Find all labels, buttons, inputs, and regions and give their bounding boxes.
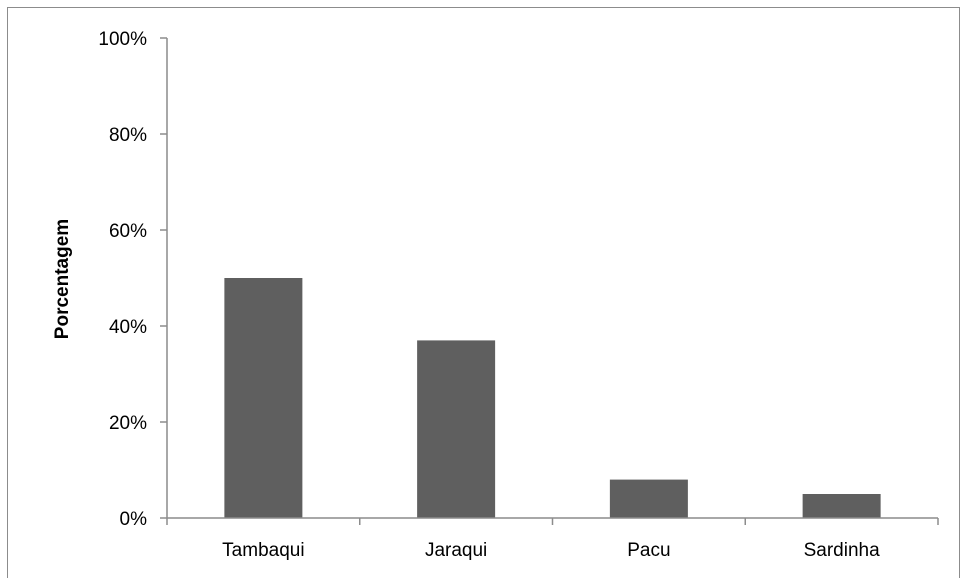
x-category-label: Sardinha	[804, 540, 880, 561]
bar-sardinha	[802, 494, 881, 518]
x-category-label: Pacu	[627, 540, 670, 561]
y-tick-label: 20%	[109, 413, 147, 434]
y-tick-label: 60%	[109, 221, 147, 242]
y-tick-label: 40%	[109, 317, 147, 338]
bar-pacu	[609, 479, 688, 518]
y-ticks-layer: 0% 20% 40% 60% 80% 100%	[98, 29, 167, 530]
y-tick-label: 100%	[98, 29, 147, 50]
y-axis-title: Porcentagem	[52, 219, 73, 339]
bar-jaraqui	[417, 340, 496, 518]
x-ticks-layer: Tambaqui Jaraqui Pacu Sardinha	[166, 518, 939, 561]
y-tick-label: 0%	[120, 509, 148, 530]
bar-tambaqui	[224, 278, 303, 518]
bars-layer	[224, 278, 881, 518]
x-category-label: Jaraqui	[425, 540, 487, 561]
y-tick-label: 80%	[109, 125, 147, 146]
x-category-label: Tambaqui	[222, 540, 304, 561]
